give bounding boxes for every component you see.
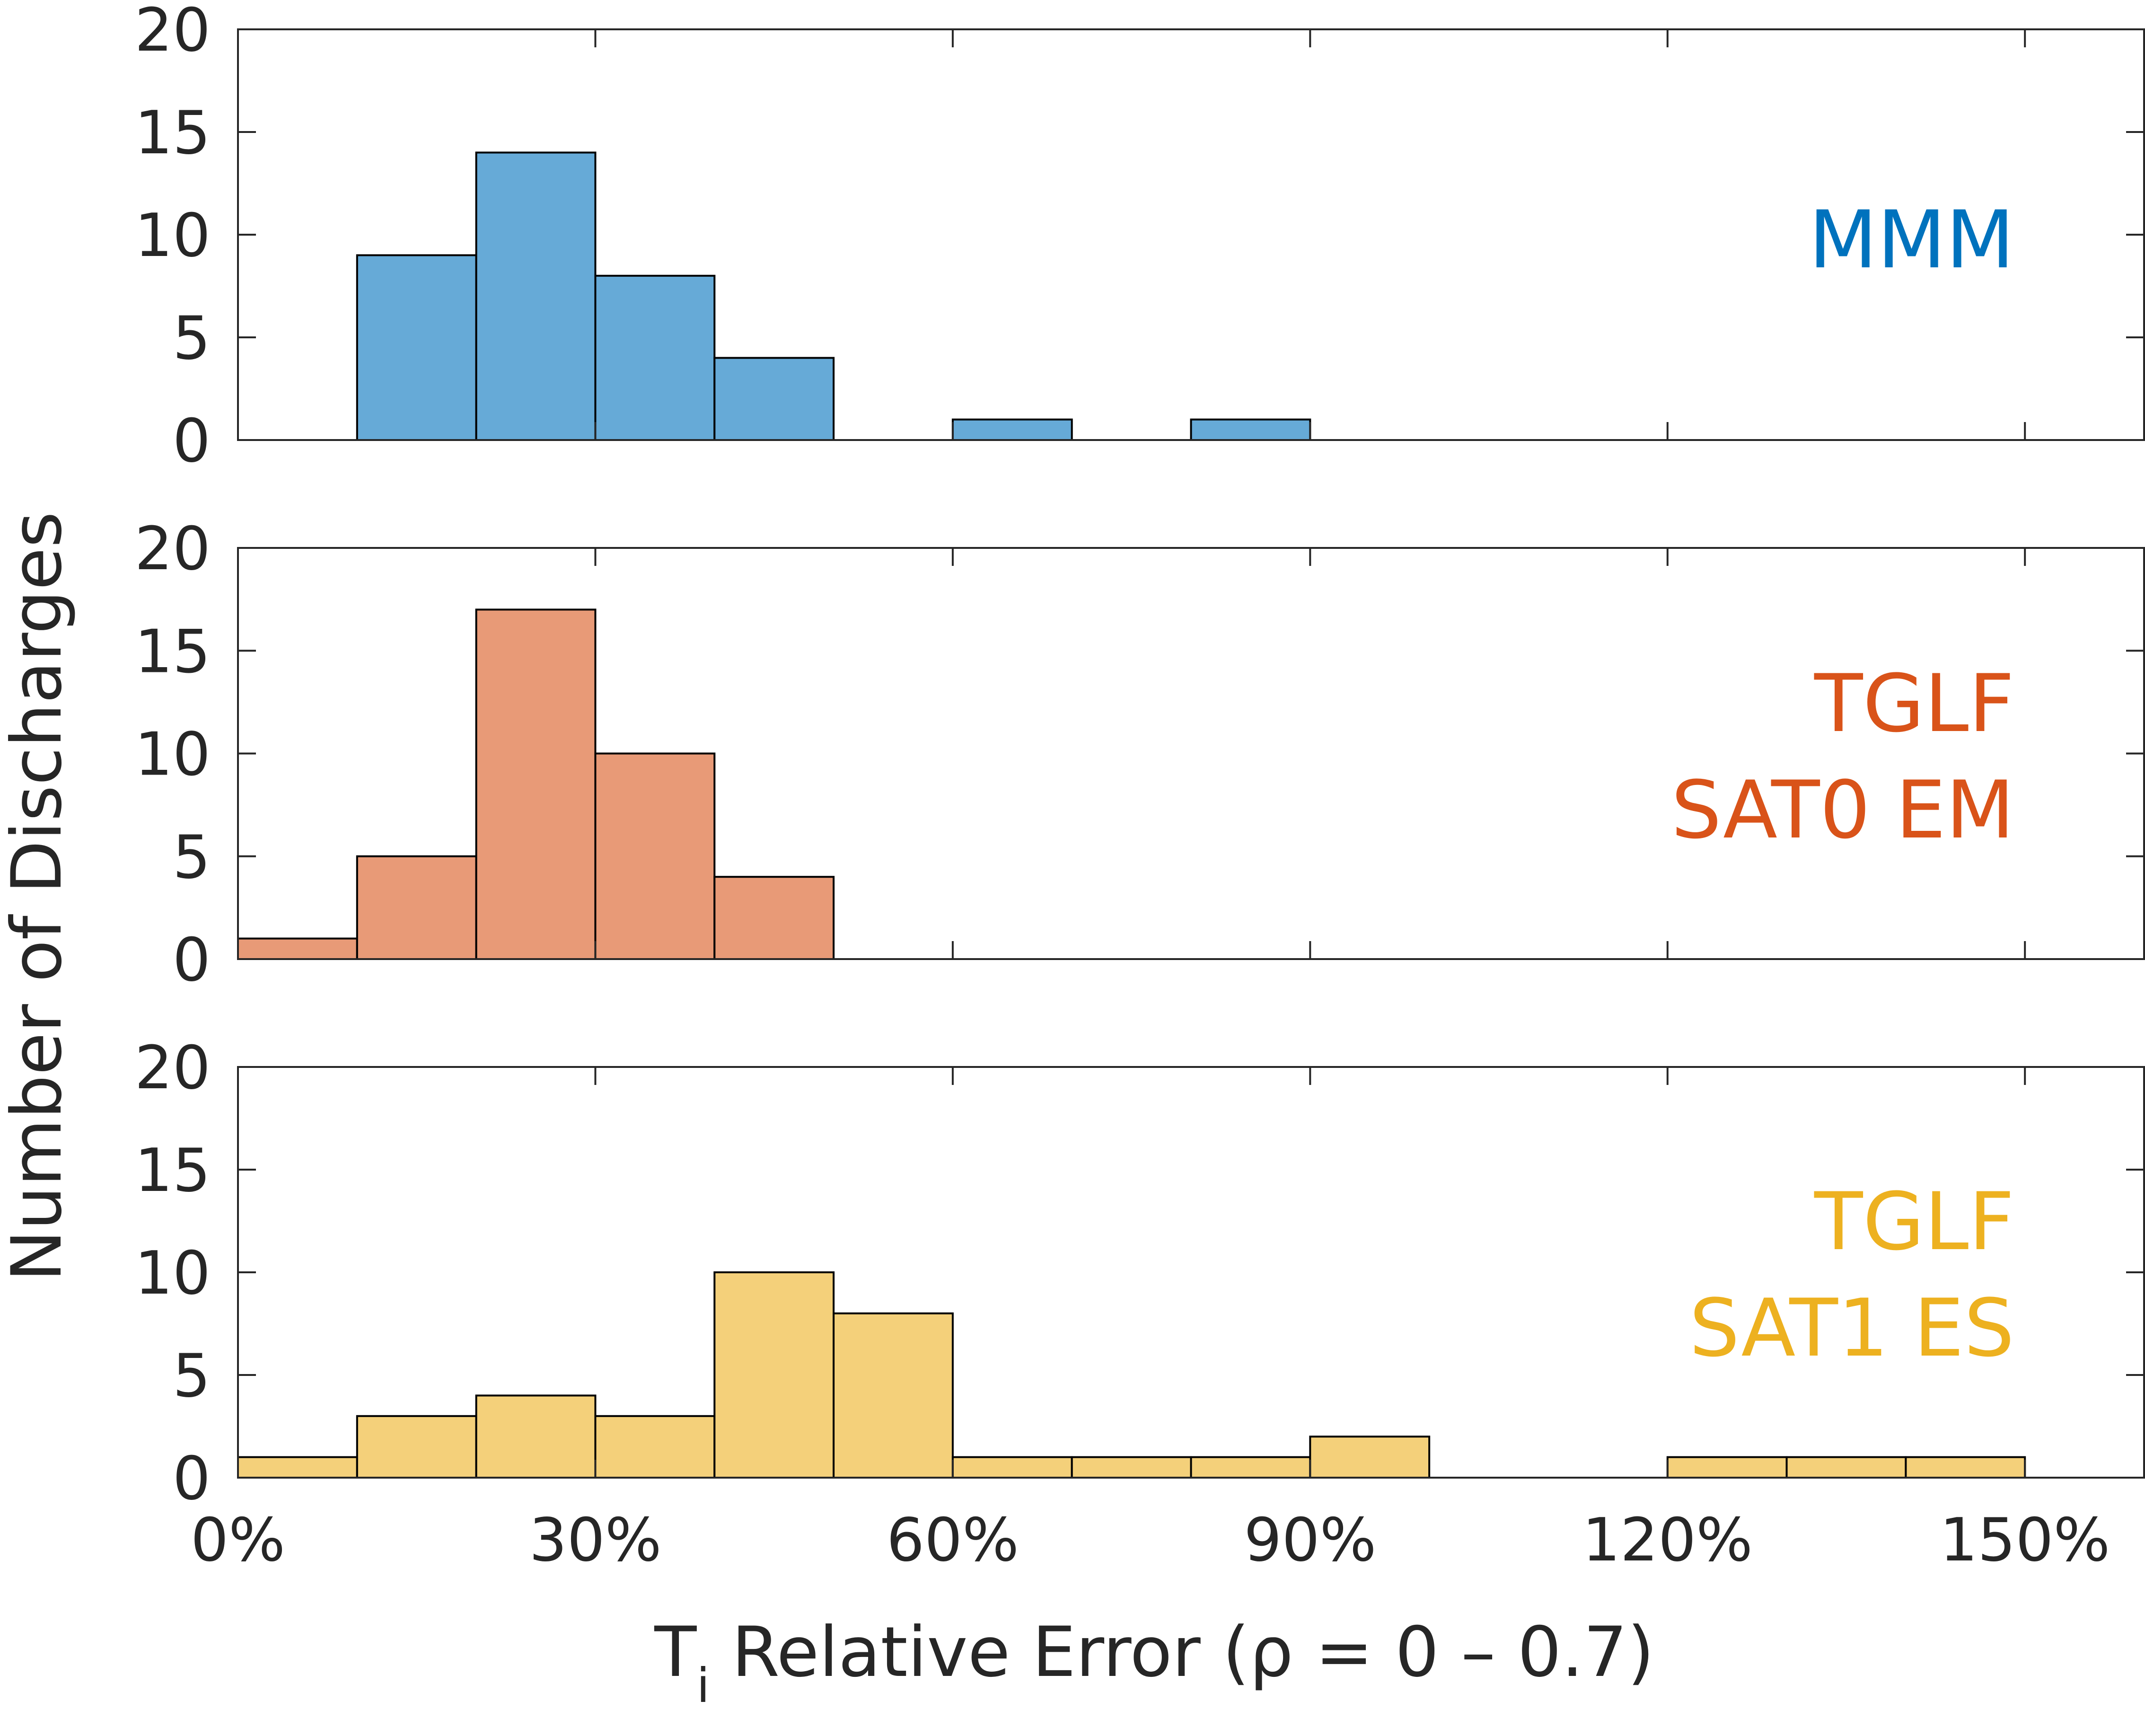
y-tick-label: 5 — [173, 822, 211, 892]
histogram-bar — [951, 1456, 1073, 1479]
histogram-bar — [594, 752, 716, 960]
x-axis-title-subscript: i — [696, 1658, 710, 1713]
axes-box — [237, 547, 2145, 960]
y-axis-title: Number of Discharges — [0, 511, 77, 1281]
histogram-bar — [713, 1271, 835, 1479]
x-tick-label: 30% — [529, 1505, 661, 1575]
y-tick-label: 20 — [135, 1033, 211, 1102]
y-tick-label: 20 — [135, 0, 211, 65]
histogram-bar — [713, 357, 835, 441]
histogram-bar — [1190, 1456, 1311, 1479]
histogram-bar — [1309, 1436, 1431, 1479]
panel-2: 0 5 10 15 20 TGLF SAT0 EM — [135, 514, 2145, 995]
x-axis-title: Ti Relative Error (ρ = 0 – 0.7) — [654, 1612, 1654, 1713]
histogram-bar — [475, 151, 597, 441]
histogram-bar — [594, 274, 716, 441]
histogram-bar — [594, 1415, 716, 1479]
histogram-bar — [237, 1456, 358, 1479]
histogram-bar — [475, 1394, 597, 1479]
y-tick-label: 10 — [135, 720, 211, 789]
y-tick-label: 5 — [173, 1341, 211, 1410]
y-tick-label: 10 — [135, 1238, 211, 1308]
y-tick-label: 5 — [173, 303, 211, 373]
axes-box — [237, 28, 2145, 441]
histogram-bar — [1071, 1456, 1192, 1479]
x-tick-label: 0% — [191, 1505, 285, 1575]
y-tick-label: 15 — [135, 1136, 211, 1205]
histogram-bar — [475, 608, 597, 960]
y-tick-label: 0 — [173, 925, 211, 995]
panel-3: 0 5 10 15 20 TGLF SAT1 ES 0% 30% 60% 90% 120% 150% — [135, 1033, 2145, 1575]
y-tick-label: 20 — [135, 514, 211, 583]
axes-box — [237, 1066, 2145, 1479]
histogram-bar — [1666, 1456, 1788, 1479]
y-tick-label: 0 — [173, 1444, 211, 1513]
panel-label-line: SAT1 ES — [1689, 1282, 2014, 1375]
histogram-bar — [833, 1312, 954, 1479]
panel-label-line: SAT0 EM — [1671, 764, 2014, 856]
histogram-bar — [356, 1415, 477, 1479]
histogram-bar — [1785, 1456, 1907, 1479]
panel-label-line: TGLF — [1814, 1175, 2014, 1268]
x-tick-label: 150% — [1940, 1505, 2110, 1575]
x-tick-label: 120% — [1582, 1505, 1753, 1575]
x-tick-label: 90% — [1244, 1505, 1376, 1575]
y-tick-label: 0 — [173, 406, 211, 476]
x-axis-title-rest: Relative Error (ρ = 0 – 0.7) — [710, 1612, 1654, 1692]
panel-1: 0 5 10 15 20 MMM — [135, 0, 2145, 476]
histogram-bar — [1190, 418, 1311, 441]
y-tick-label: 10 — [135, 201, 211, 270]
histogram-bar — [356, 254, 477, 441]
histogram-bar — [1905, 1456, 2026, 1479]
panel-label-line: MMM — [1809, 194, 2014, 286]
x-axis-title-main: T — [654, 1612, 697, 1692]
panel-label-line: TGLF — [1814, 657, 2014, 750]
y-tick-label: 15 — [135, 98, 211, 167]
histogram-bar — [237, 937, 358, 961]
histogram-bar — [713, 876, 835, 960]
x-tick-label: 60% — [887, 1505, 1019, 1575]
histogram-bar — [951, 418, 1073, 441]
y-tick-label: 15 — [135, 617, 211, 686]
histogram-bar — [356, 855, 477, 960]
